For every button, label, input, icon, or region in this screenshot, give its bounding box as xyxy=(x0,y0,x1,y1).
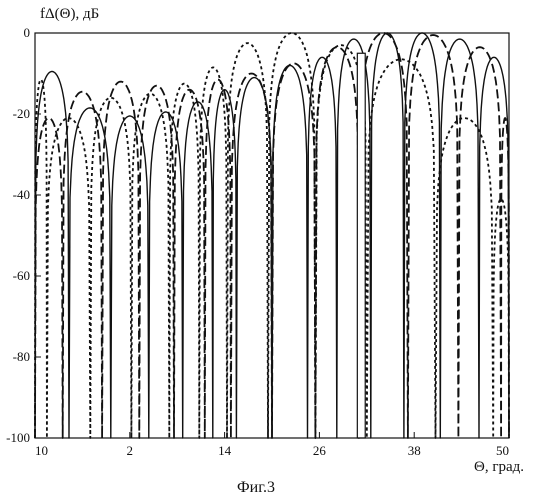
x-tick-label: 10 xyxy=(35,443,48,458)
y-tick-label: -100 xyxy=(6,430,30,445)
annotation-layer xyxy=(357,53,365,438)
x-tick-label: 38 xyxy=(408,443,421,458)
y-tick-label: -20 xyxy=(13,106,30,121)
y-tick-label: -60 xyxy=(13,268,30,283)
highlight-bar xyxy=(357,53,365,438)
figure-caption: Фиг.3 xyxy=(237,479,275,496)
x-tick-label: 26 xyxy=(313,443,327,458)
y-tick-label: -80 xyxy=(13,349,30,364)
y-axis-label: fΔ(Θ), дБ xyxy=(40,6,99,22)
y-tick-label: -40 xyxy=(13,187,30,202)
x-tick-label: 2 xyxy=(127,443,134,458)
x-tick-label: 14 xyxy=(218,443,232,458)
y-tick-label: 0 xyxy=(24,25,31,40)
x-axis-label: Θ, град. xyxy=(474,459,524,475)
x-tick-label: 50 xyxy=(496,443,509,458)
